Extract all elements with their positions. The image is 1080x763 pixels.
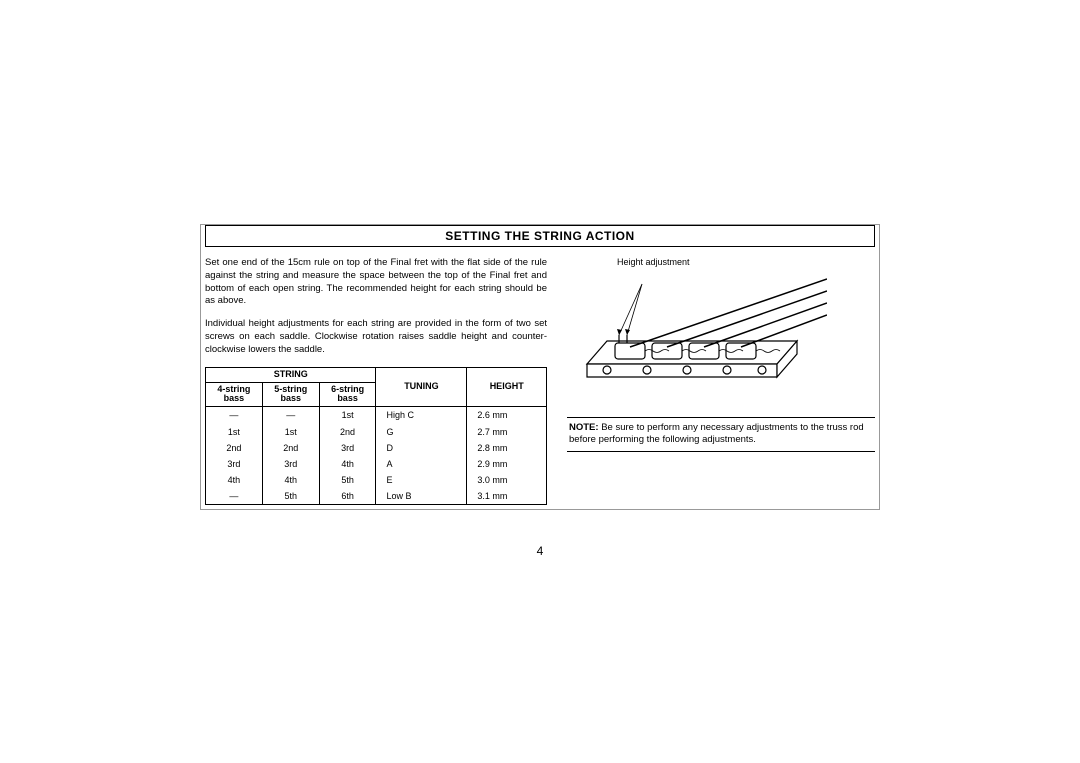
col-5string: 5-stringbass: [262, 382, 319, 407]
table-row: 3rd3rd4thA2.9 mm: [206, 456, 547, 472]
bridge-diagram: [567, 269, 827, 399]
table-row: 2nd2nd3rdD2.8 mm: [206, 440, 547, 456]
col-4string: 4-stringbass: [206, 382, 263, 407]
col-tuning: TUNING: [376, 367, 467, 407]
note-label: NOTE:: [569, 422, 599, 433]
table-row: ——1stHigh C2.6 mm: [206, 407, 547, 424]
table-row: 1st1st2ndG2.7 mm: [206, 424, 547, 440]
height-adjustment-icon: [567, 269, 827, 399]
section-title: SETTING THE STRING ACTION: [205, 225, 875, 247]
table-body: ——1stHigh C2.6 mm 1st1st2ndG2.7 mm 2nd2n…: [206, 407, 547, 505]
table-group-header: STRING: [206, 367, 376, 382]
content-row: Set one end of the 15cm rule on top of t…: [201, 247, 879, 509]
table-row: 4th4th5thE3.0 mm: [206, 472, 547, 488]
note-text: Be sure to perform any necessary adjustm…: [569, 422, 864, 445]
table-row: —5th6thLow B3.1 mm: [206, 488, 547, 505]
left-column: Set one end of the 15cm rule on top of t…: [205, 257, 547, 505]
string-action-table: STRING TUNING HEIGHT 4-stringbass 5-stri…: [205, 367, 547, 506]
note-box: NOTE: Be sure to perform any necessary a…: [567, 417, 875, 452]
diagram-caption: Height adjustment: [617, 257, 875, 267]
paragraph-1: Set one end of the 15cm rule on top of t…: [205, 257, 547, 308]
manual-page: SETTING THE STRING ACTION Set one end of…: [200, 224, 880, 510]
col-height: HEIGHT: [467, 367, 547, 407]
paragraph-2: Individual height adjustments for each s…: [205, 318, 547, 356]
right-column: Height adjustment: [567, 257, 875, 505]
col-6string: 6-stringbass: [319, 382, 376, 407]
page-number: 4: [200, 544, 880, 558]
